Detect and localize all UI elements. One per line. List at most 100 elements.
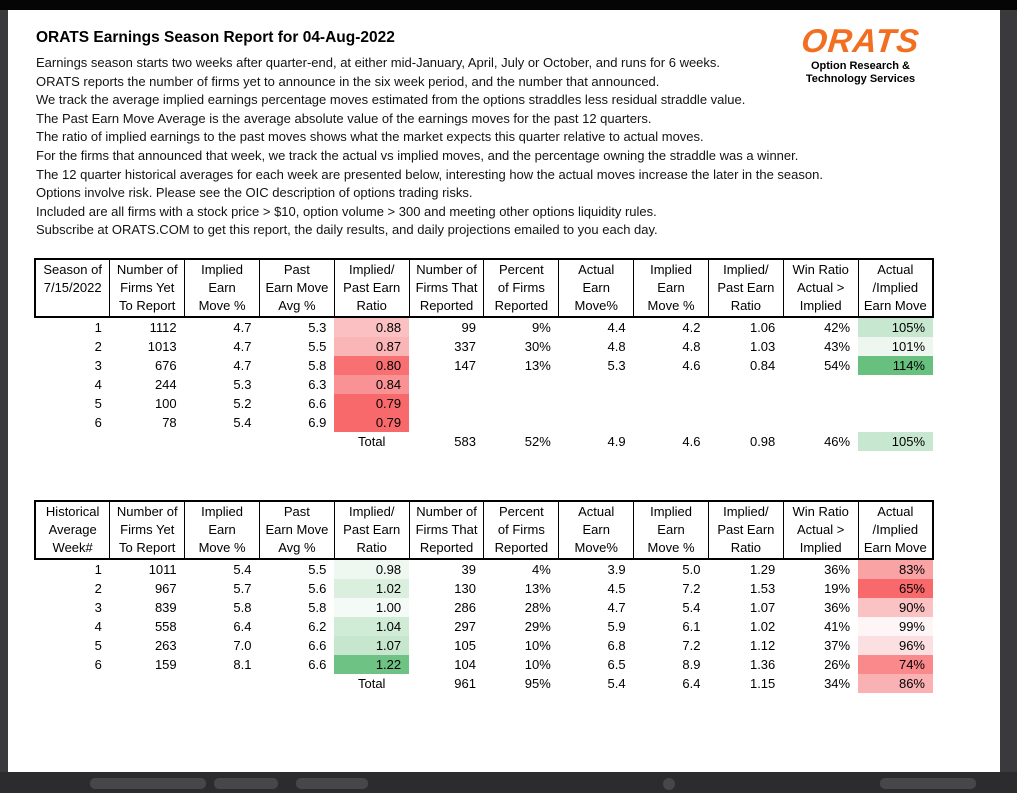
cell: 244: [154, 377, 177, 392]
cell: [783, 413, 858, 432]
cell: 39: [461, 562, 476, 577]
column-header: Past Earn Move Avg %: [258, 258, 335, 318]
cell: [185, 432, 260, 451]
cell: [783, 375, 858, 394]
cell: 5: [94, 638, 102, 653]
column-header: Season of 7/15/2022: [34, 258, 111, 318]
cell: 5.3: [233, 377, 252, 392]
cell: 4.8: [607, 339, 626, 354]
cell: 26%: [824, 657, 851, 672]
report-title: ORATS Earnings Season Report for 04-Aug-…: [36, 29, 395, 46]
data-row: 2 967 5.7 5.6 1.02 130 13% 4.5 7.2 1.53 19% 65%: [35, 579, 933, 598]
cell: 0.87: [334, 337, 410, 356]
cell: 5: [94, 396, 102, 411]
cell: 99: [461, 320, 476, 335]
cell: 1011: [148, 562, 177, 577]
cell: 105: [454, 638, 476, 653]
column-header: Implied Earn Move %: [184, 500, 260, 560]
cell: 29%: [524, 619, 551, 634]
cell: 99%: [858, 617, 933, 636]
cell: [708, 375, 783, 394]
cell: 74%: [858, 655, 933, 674]
column-header: Actual/Implied Earn Move: [857, 500, 934, 560]
cell: 10%: [524, 657, 551, 672]
cell: Total: [357, 434, 386, 449]
cell: 0.79: [334, 394, 410, 413]
cell: 4.7: [233, 320, 252, 335]
cell: 3: [94, 358, 102, 373]
cell: 13%: [524, 358, 551, 373]
column-header: Number of Firms Yet To Report: [109, 258, 186, 318]
cell: [110, 674, 185, 693]
intro-line: Earnings season starts two weeks after q…: [36, 55, 721, 70]
column-header: Number of Firms Yet To Report: [109, 500, 186, 560]
column-header: Implied Earn Move %: [633, 258, 709, 318]
cell: 967: [154, 581, 177, 596]
cell: 286: [454, 600, 476, 615]
cell: Total: [357, 676, 386, 691]
cell: 101%: [858, 337, 933, 356]
column-header: Win Ratio Actual > Implied: [782, 500, 859, 560]
taskbar: [0, 772, 1017, 793]
cell: 6.1: [682, 619, 701, 634]
column-header: Implied/Past Earn Ratio: [333, 258, 410, 318]
taskbar-dot: [663, 778, 675, 790]
cell: 4: [94, 377, 102, 392]
data-row: 3 676 4.7 5.8 0.80 147 13% 5.3 4.6 0.84 54% 114%: [35, 356, 933, 375]
data-row: 1 1011 5.4 5.5 0.98 39 4% 3.9 5.0 1.29 36% 83%: [35, 559, 933, 579]
column-header: Actual Earn Move%: [558, 500, 635, 560]
cell: 5.7: [233, 581, 252, 596]
cell: 337: [454, 339, 476, 354]
cell: 10%: [524, 638, 551, 653]
cell: 1.00: [334, 598, 410, 617]
cell: 147: [454, 358, 476, 373]
column-header: Historical Average Week#: [34, 500, 111, 560]
cell: 5.4: [233, 415, 252, 430]
cell: 6.4: [233, 619, 252, 634]
cell: 3.9: [607, 562, 626, 577]
cell: 1.04: [334, 617, 410, 636]
cell: 4.7: [607, 600, 626, 615]
cell: 6.2: [308, 619, 327, 634]
cell: 1.02: [749, 619, 776, 634]
cell: 6: [94, 415, 102, 430]
cell: 105%: [858, 432, 933, 451]
cell: 6.9: [308, 415, 327, 430]
cell: 30%: [524, 339, 551, 354]
cell: 839: [154, 600, 177, 615]
cell: 0.98: [334, 559, 410, 579]
cell: [484, 413, 559, 432]
cell: 83%: [858, 559, 933, 579]
cell: 6.6: [308, 396, 327, 411]
cell: [409, 375, 484, 394]
cell: 5.9: [607, 619, 626, 634]
cell: 5.5: [308, 562, 327, 577]
cell: 100: [154, 396, 177, 411]
cell: 1.29: [749, 562, 776, 577]
cell: [634, 394, 709, 413]
cell: [484, 375, 559, 394]
column-header: Actual Earn Move%: [558, 258, 635, 318]
cell: [858, 413, 933, 432]
cell: 0.80: [334, 356, 410, 375]
cell: 6.5: [607, 657, 626, 672]
intro-line: Options involve risk. Please see the OIC…: [36, 185, 473, 201]
tagline-line: Technology Services: [805, 73, 916, 85]
cell: 42%: [824, 320, 851, 335]
cell: 1: [94, 320, 102, 335]
cell: 1.06: [749, 320, 776, 335]
cell: 19%: [824, 581, 851, 596]
cell: 4%: [532, 562, 551, 577]
cell: 5.5: [308, 339, 327, 354]
cell: 41%: [824, 619, 851, 634]
cell: 7.2: [682, 638, 701, 653]
column-header: Win Ratio Actual > Implied: [782, 258, 859, 318]
cell: 1013: [147, 339, 177, 354]
cell: [409, 394, 484, 413]
column-header: Past Earn Move Avg %: [258, 500, 335, 560]
report-intro: Earnings season starts two weeks after q…: [36, 54, 823, 240]
cell: 4.8: [682, 339, 701, 354]
current-season-table: Season of 7/15/2022 Number of Firms Yet To …: [34, 258, 934, 451]
orats-logo-wordmark: ORATS: [799, 22, 922, 59]
cell: 4.6: [682, 358, 701, 373]
